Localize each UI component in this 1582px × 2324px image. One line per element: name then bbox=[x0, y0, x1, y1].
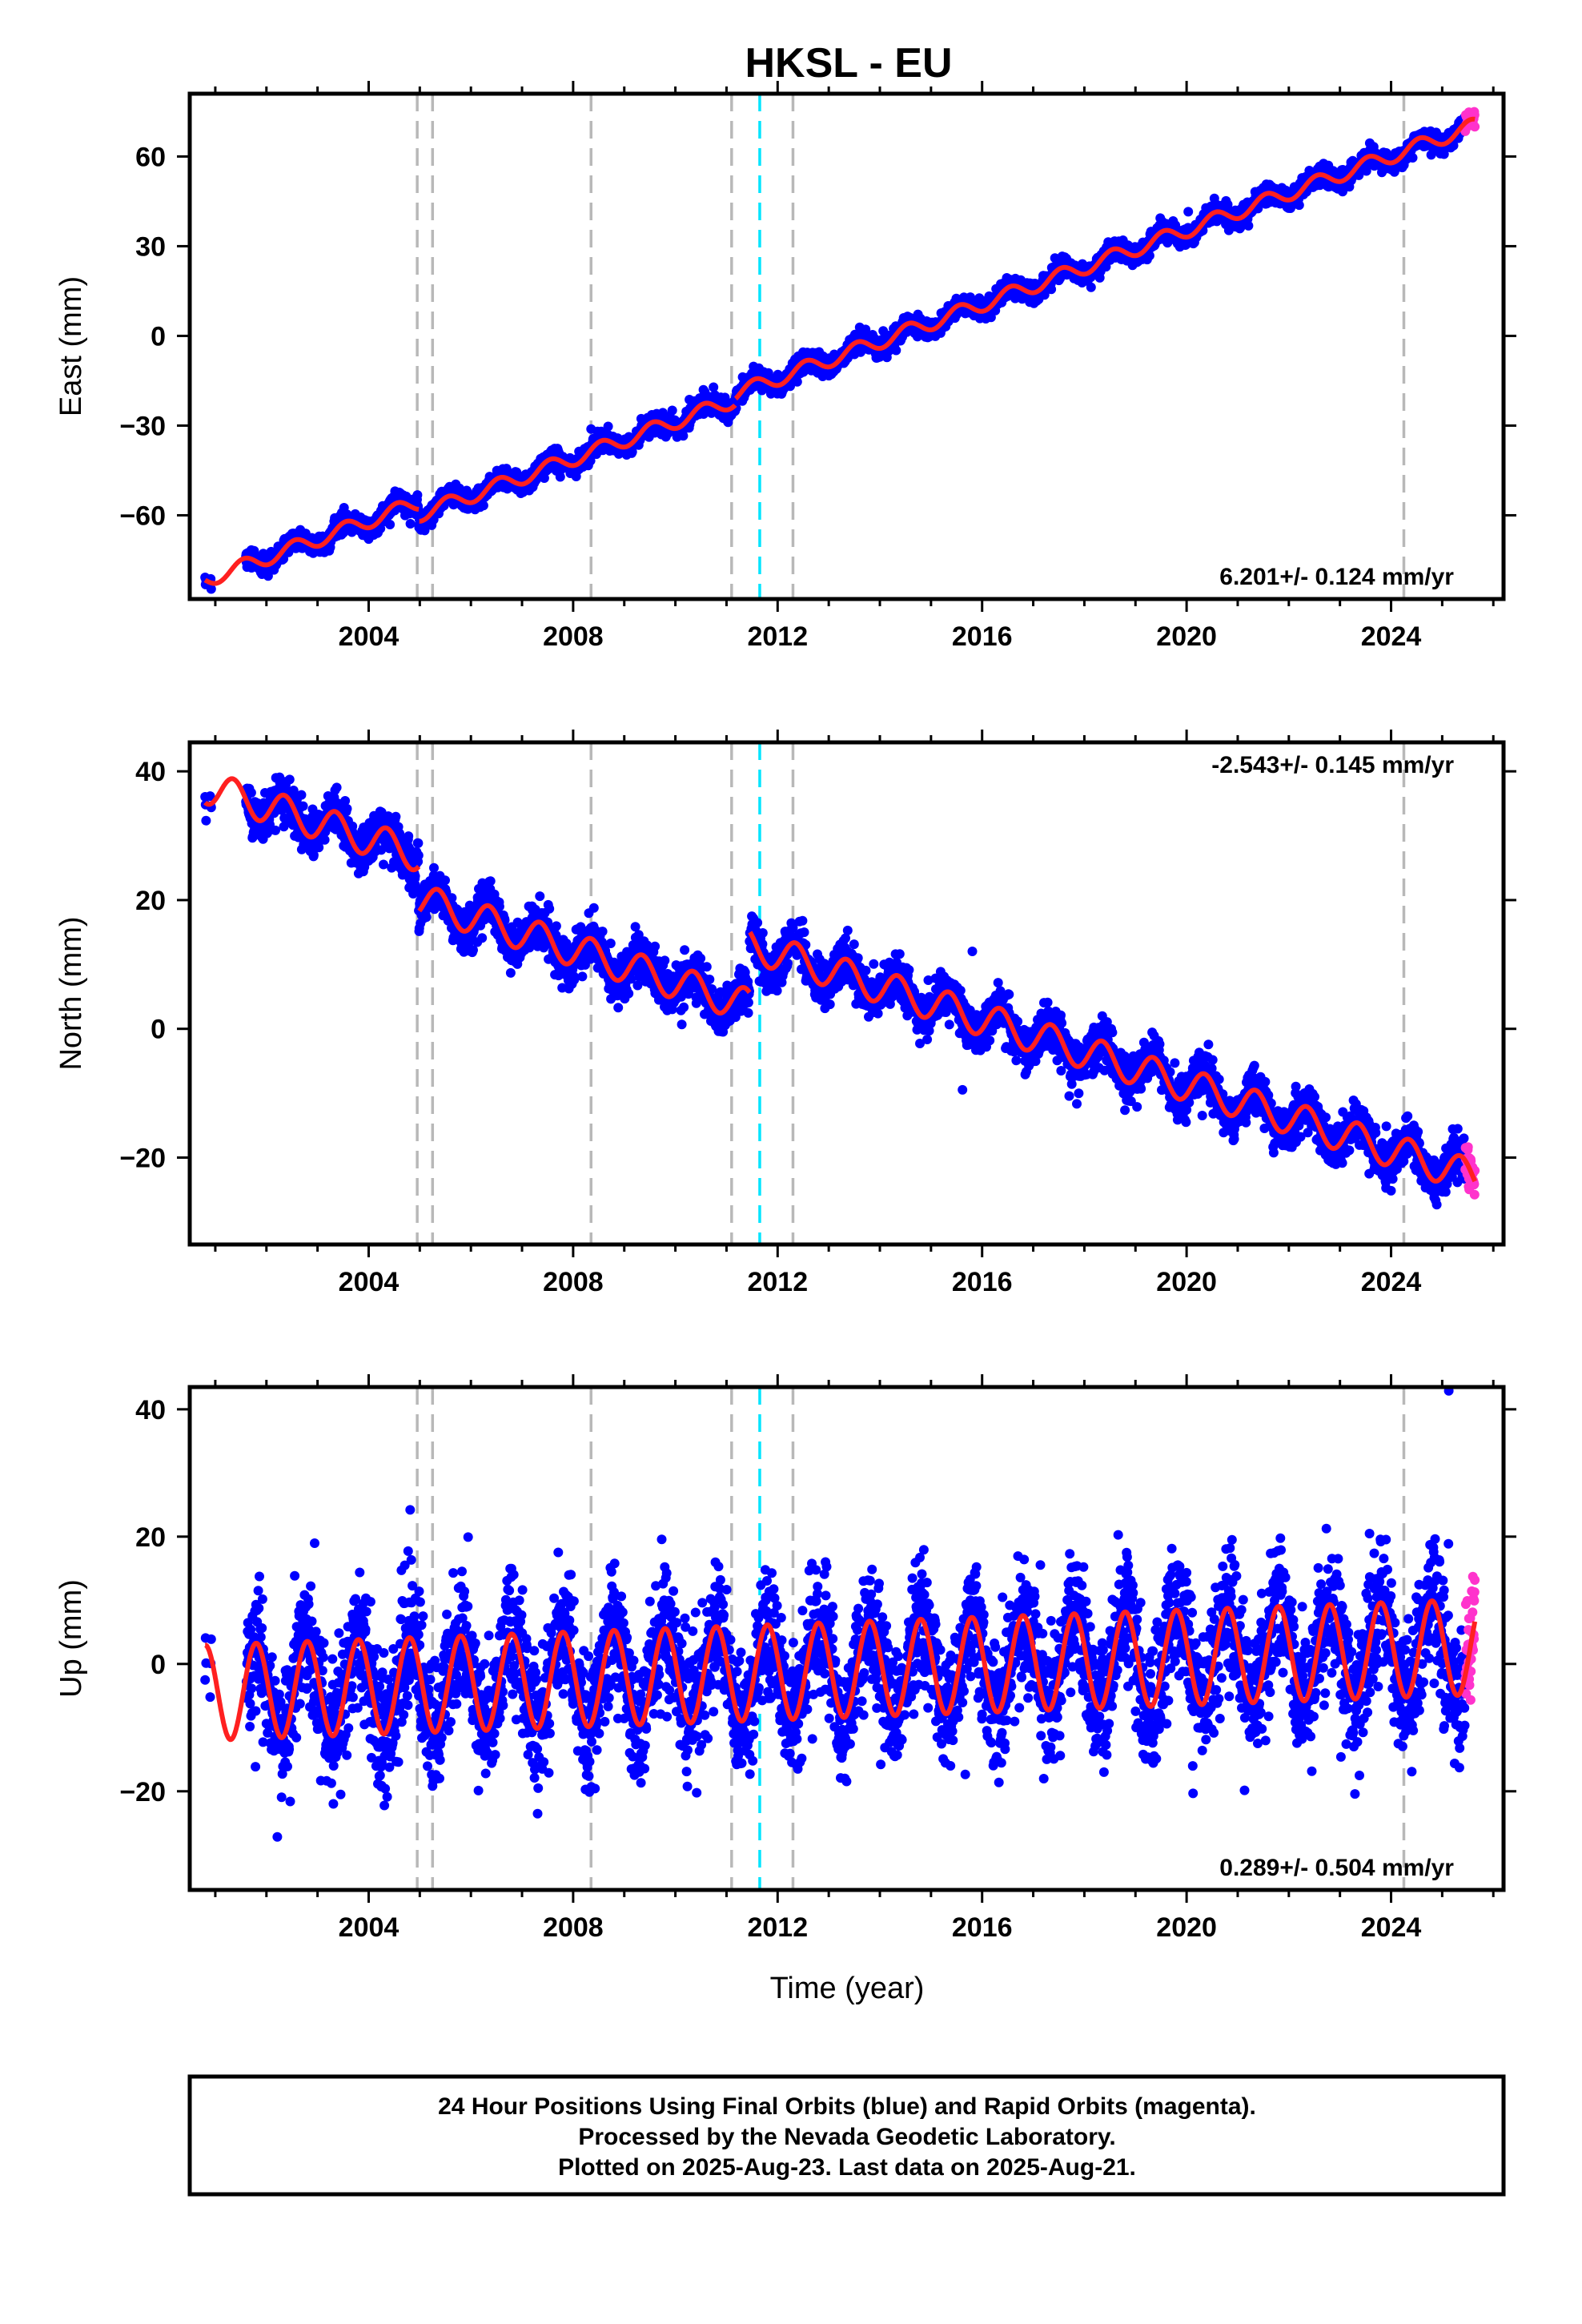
final-orbit-point bbox=[284, 774, 295, 785]
east-y-tick-label: −30 bbox=[119, 411, 166, 441]
east-y-tick-label: 60 bbox=[135, 142, 166, 172]
final-orbit-point bbox=[1086, 282, 1096, 292]
east-x-tick-label: 2024 bbox=[1361, 621, 1422, 652]
final-orbit-point bbox=[206, 584, 216, 594]
final-orbit-point bbox=[201, 815, 211, 826]
final-orbit-point bbox=[539, 473, 549, 483]
final-orbit-point bbox=[405, 519, 416, 529]
east-y-axis-label: East (mm) bbox=[54, 276, 88, 416]
final-orbit-point bbox=[1046, 284, 1057, 295]
east-y-tick-label: 0 bbox=[151, 321, 166, 352]
final-orbit-point bbox=[331, 782, 342, 793]
final-orbit-point bbox=[1407, 153, 1418, 163]
east-x-tick-label: 2008 bbox=[543, 621, 604, 652]
east-x-tick-label: 2020 bbox=[1156, 621, 1217, 652]
final-orbit-point bbox=[555, 472, 565, 482]
final-orbit-point bbox=[246, 787, 256, 798]
final-orbit-point bbox=[1144, 251, 1154, 261]
final-orbit-point bbox=[667, 405, 677, 416]
final-orbit-point bbox=[296, 790, 307, 800]
east-data-points bbox=[200, 107, 1480, 594]
east-x-tick-label: 2012 bbox=[747, 621, 808, 652]
chart-title: HKSL - EU bbox=[745, 40, 952, 86]
final-orbit-point bbox=[1243, 220, 1254, 231]
east-x-tick-label: 2004 bbox=[339, 621, 400, 652]
final-orbit-point bbox=[342, 803, 352, 814]
east-rate-label: 6.201+/- 0.124 mm/yr bbox=[1219, 564, 1454, 590]
east-x-tick-label: 2016 bbox=[952, 621, 1013, 652]
final-orbit-point bbox=[420, 525, 430, 536]
final-orbit-point bbox=[271, 825, 280, 835]
final-orbit-point bbox=[298, 801, 308, 811]
final-orbit-point bbox=[891, 345, 901, 356]
final-orbit-point bbox=[1294, 200, 1304, 211]
east-y-tick-label: 30 bbox=[135, 231, 166, 262]
final-orbit-point bbox=[412, 490, 423, 501]
final-orbit-point bbox=[603, 421, 613, 432]
east-panel: 2004 2008 2012 2016 2020 2024 −60 −30 0 30 60 East… bbox=[54, 81, 1516, 652]
final-orbit-point bbox=[478, 501, 488, 511]
final-orbit-point bbox=[385, 520, 396, 529]
final-orbit-point bbox=[379, 859, 388, 870]
final-orbit-point bbox=[263, 571, 273, 581]
rapid-orbit-point bbox=[1470, 122, 1480, 132]
east-y-tick-label: −60 bbox=[119, 501, 166, 531]
final-orbit-point bbox=[314, 842, 324, 853]
final-orbit-point bbox=[1183, 207, 1194, 217]
